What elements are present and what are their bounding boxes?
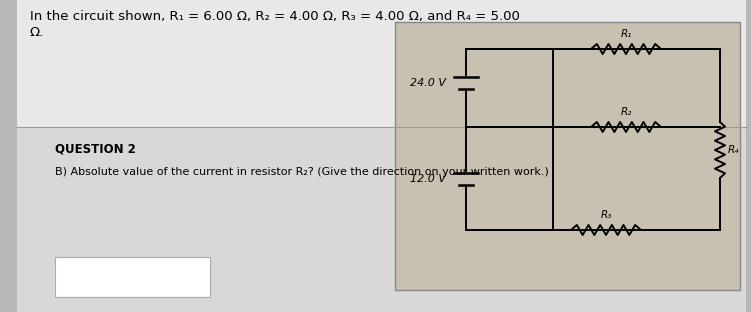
Text: B) Absolute value of the current in resistor R₂? (Give the direction on your wri: B) Absolute value of the current in resi…	[55, 167, 549, 177]
Text: R₁: R₁	[620, 29, 632, 39]
Text: R₄: R₄	[728, 145, 740, 155]
FancyBboxPatch shape	[395, 22, 740, 290]
Text: QUESTION 2: QUESTION 2	[55, 142, 136, 155]
Text: In the circuit shown, R₁ = 6.00 Ω, R₂ = 4.00 Ω, R₃ = 4.00 Ω, and R₄ = 5.00: In the circuit shown, R₁ = 6.00 Ω, R₂ = …	[30, 10, 520, 23]
FancyBboxPatch shape	[17, 0, 746, 127]
Text: Ω.: Ω.	[30, 26, 44, 39]
FancyBboxPatch shape	[55, 257, 210, 297]
Text: 24.0 V: 24.0 V	[410, 78, 446, 88]
FancyBboxPatch shape	[17, 127, 746, 312]
Text: R₂: R₂	[620, 107, 632, 117]
Text: 12.0 V: 12.0 V	[410, 174, 446, 184]
Text: R₃: R₃	[600, 210, 611, 220]
